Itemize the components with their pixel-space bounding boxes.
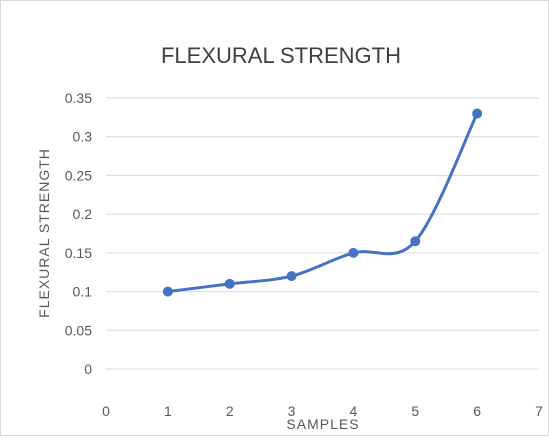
y-tick-label: 0.15 xyxy=(65,245,92,261)
x-tick-label: 6 xyxy=(473,403,481,419)
x-tick-label: 4 xyxy=(350,403,358,419)
x-axis-ticks: 0 1 2 3 4 5 6 7 xyxy=(102,403,543,419)
data-point-4 xyxy=(348,247,359,258)
x-tick-label: 2 xyxy=(226,403,234,419)
y-tick-label: 0.05 xyxy=(65,322,92,338)
y-tick-label: 0.3 xyxy=(73,129,93,145)
y-tick-label: 0 xyxy=(84,361,92,377)
x-tick-label: 5 xyxy=(411,403,419,419)
data-point-3 xyxy=(286,271,297,282)
y-tick-label: 0.35 xyxy=(65,90,92,106)
series-line xyxy=(167,112,479,294)
data-points xyxy=(162,108,483,297)
gridlines xyxy=(106,97,539,370)
data-point-1 xyxy=(162,286,173,297)
y-axis-ticks: 0 0.05 0.1 0.15 0.2 0.25 0.3 0.35 xyxy=(65,90,92,377)
x-tick-label: 3 xyxy=(288,403,296,419)
y-tick-label: 0.1 xyxy=(73,284,93,300)
x-tick-label: 1 xyxy=(164,403,172,419)
data-point-6 xyxy=(472,108,483,119)
chart-title: FLEXURAL STRENGTH xyxy=(161,43,401,68)
data-point-2 xyxy=(224,278,235,289)
data-point-5 xyxy=(410,236,421,247)
x-tick-label: 7 xyxy=(535,403,543,419)
x-axis-label: SAMPLES xyxy=(286,416,359,432)
y-tick-label: 0.2 xyxy=(73,206,93,222)
y-axis-label: FLEXURAL STRENGTH xyxy=(36,148,52,318)
y-tick-label: 0.25 xyxy=(65,167,92,183)
x-tick-label: 0 xyxy=(102,403,110,419)
